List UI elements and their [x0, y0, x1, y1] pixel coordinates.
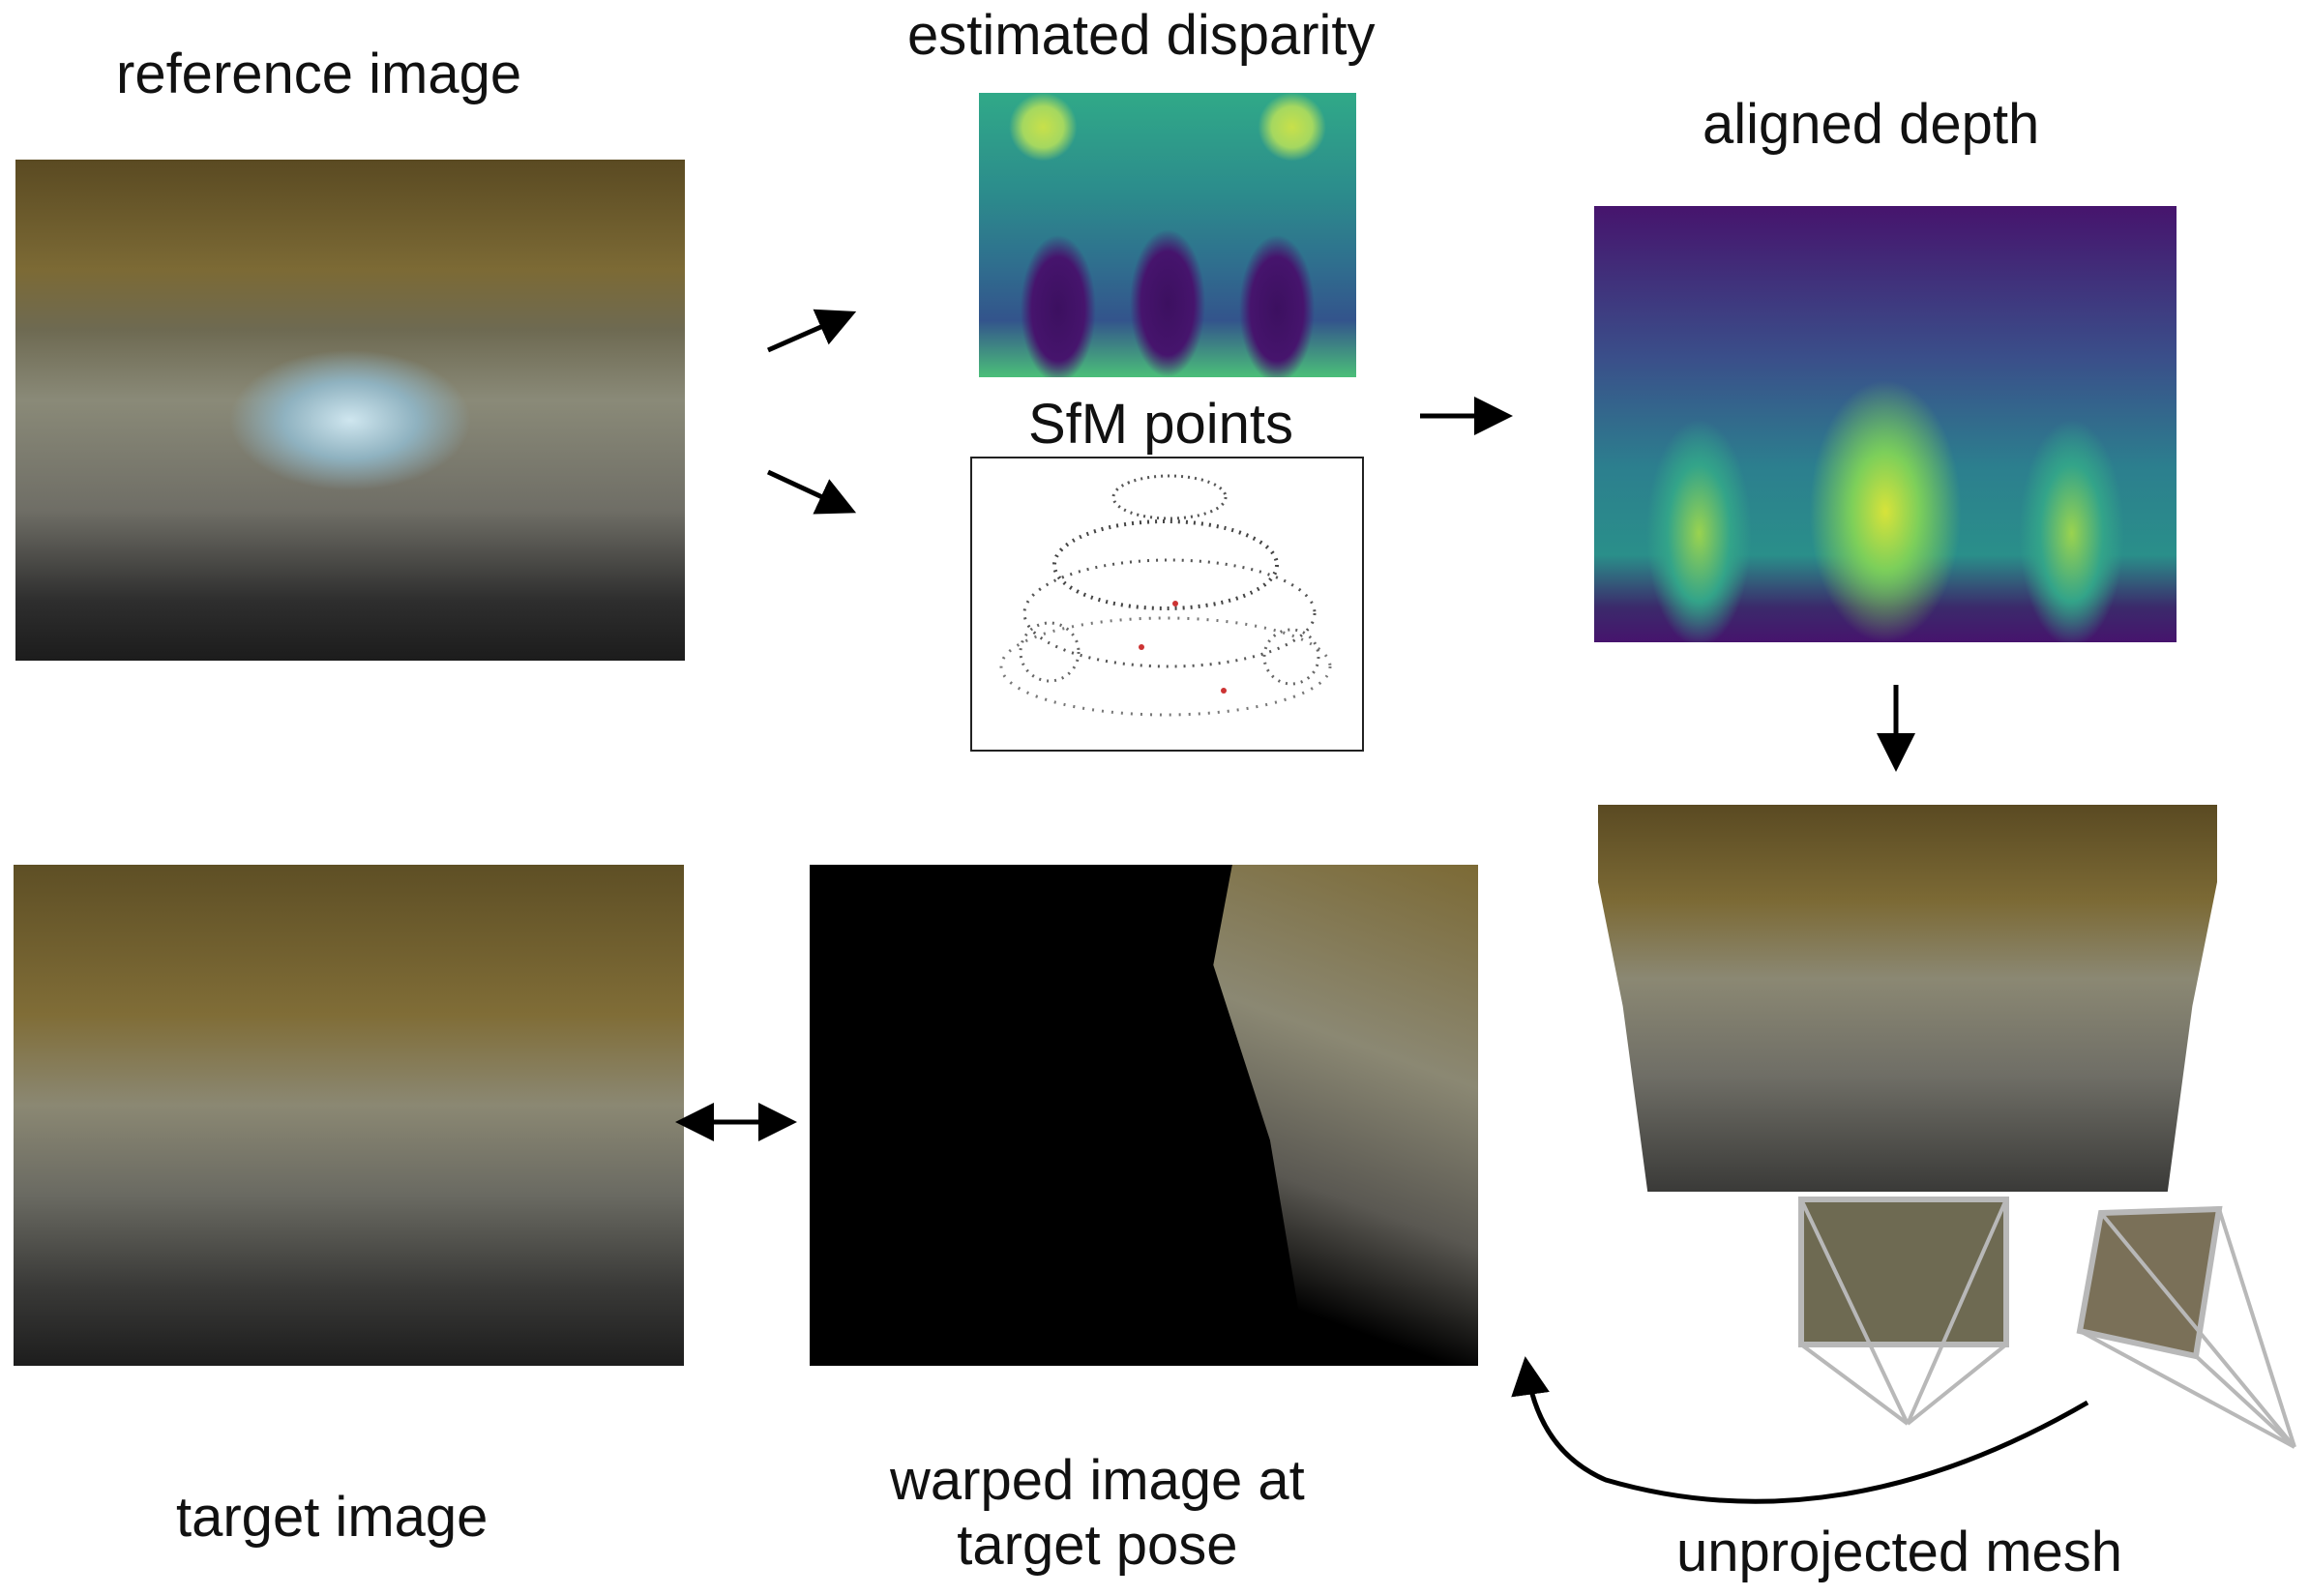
- frustum-edge: [1906, 1343, 2008, 1426]
- aligned-depth-label: aligned depth: [1703, 93, 2040, 156]
- target-photo: [14, 865, 684, 1366]
- frustum-edge: [2194, 1354, 2296, 1449]
- unprojected-mesh-label: unprojected mesh: [1676, 1521, 2123, 1583]
- warped-image-label-line1: warped image at: [890, 1449, 1305, 1512]
- unprojected-mesh: [1598, 805, 2217, 1192]
- sfm-dots: [999, 474, 1332, 717]
- arrow-to-disparity: [766, 309, 857, 353]
- frustum-edge: [1799, 1343, 1910, 1426]
- arrow-to-sfm: [766, 469, 857, 515]
- reference-photo: [15, 160, 685, 661]
- sfm-points-label: SfM points: [1028, 393, 1293, 456]
- target-image-label: target image: [176, 1486, 489, 1549]
- frustum-edge: [2217, 1208, 2296, 1448]
- reference-image-label: reference image: [116, 43, 522, 105]
- sfm-point-cloud: [970, 457, 1364, 752]
- aligned-depth-map: [1594, 206, 2177, 642]
- estimated-disparity-map: [979, 93, 1356, 377]
- frustum-edge: [2099, 1211, 2296, 1449]
- camera-thumbnail-target: [2076, 1205, 2223, 1360]
- estimated-disparity-label: estimated disparity: [907, 4, 1376, 67]
- frustum-edge: [2079, 1329, 2295, 1449]
- curved-arrow-mesh-to-warped: [1511, 1356, 2089, 1504]
- warped-image-label-line2: target pose: [957, 1513, 1238, 1577]
- frustum-edge: [1906, 1198, 2008, 1425]
- frustum-edge: [1799, 1198, 1910, 1425]
- warped-image-label: warped image at target pose: [890, 1449, 1305, 1578]
- warped-photo: [810, 865, 1478, 1366]
